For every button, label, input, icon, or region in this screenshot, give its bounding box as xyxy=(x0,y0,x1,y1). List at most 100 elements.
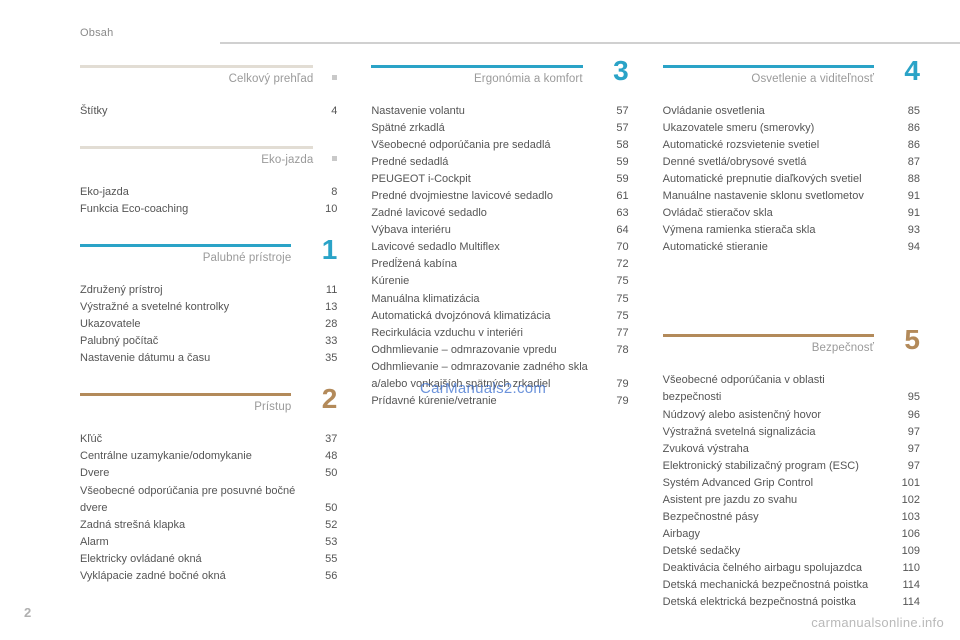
toc-item[interactable]: Detská elektrická bezpečnostná poistka11… xyxy=(663,594,920,611)
toc-item[interactable]: Bezpečnostné pásy103 xyxy=(663,509,920,526)
toc-item[interactable]: Funkcia Eco-coaching10 xyxy=(80,201,337,218)
toc-item[interactable]: Airbagy106 xyxy=(663,526,920,543)
toc-item-page: 59 xyxy=(603,171,629,188)
toc-item[interactable]: Predné sedadlá59 xyxy=(371,154,628,171)
section-items: Všeobecné odporúčania v oblasti bezpečno… xyxy=(663,372,920,611)
toc-item-page: 8 xyxy=(311,184,337,201)
section-number: 2 xyxy=(299,385,337,413)
toc-item[interactable]: PEUGEOT i-Cockpit59 xyxy=(371,171,628,188)
header-rule xyxy=(220,42,960,44)
toc-item[interactable]: Palubný počítač33 xyxy=(80,333,337,350)
toc-item-page: 37 xyxy=(311,431,337,448)
toc-item[interactable]: Vyklápacie zadné bočné okná56 xyxy=(80,568,337,585)
toc-item-label: Spätné zrkadlá xyxy=(371,120,592,137)
toc-item-page: 70 xyxy=(603,239,629,256)
toc-item[interactable]: Kúrenie75 xyxy=(371,273,628,290)
toc-item[interactable]: Kľúč37 xyxy=(80,431,337,448)
section-header: 4Osvetlenie a viditeľnosť xyxy=(663,65,920,93)
toc-item[interactable]: Automatické prepnutie diaľkových svetiel… xyxy=(663,171,920,188)
toc-item[interactable]: Automatická dvojzónová klimatizácia75 xyxy=(371,308,628,325)
toc-item[interactable]: Všeobecné odporúčania v oblasti bezpečno… xyxy=(663,372,920,406)
toc-section: 1Palubné prístroje Združený prístroj11Výs… xyxy=(80,244,337,367)
toc-item[interactable]: Ovládanie osvetlenia85 xyxy=(663,103,920,120)
section-header: 2Prístup xyxy=(80,393,337,421)
toc-item[interactable]: Automatické rozsvietenie svetiel86 xyxy=(663,137,920,154)
toc-item-label: Prídavné kúrenie/vetranie xyxy=(371,393,592,410)
toc-item[interactable]: Ukazovatele28 xyxy=(80,316,337,333)
section-items: Združený prístroj11Výstražné a svetelné … xyxy=(80,282,337,367)
toc-item-label: Elektricky ovládané okná xyxy=(80,551,301,568)
toc-item[interactable]: Všeobecné odporúčania pre posuvné bočné … xyxy=(80,483,337,517)
toc-item-label: Zadná strešná klapka xyxy=(80,517,301,534)
toc-item[interactable]: Výmena ramienka stierača skla93 xyxy=(663,222,920,239)
toc-item[interactable]: Odhmlievanie – odmrazovanie zadného skla… xyxy=(371,359,628,393)
toc-item-label: Detská mechanická bezpečnostná poistka xyxy=(663,577,884,594)
toc-item[interactable]: Eko-jazda8 xyxy=(80,184,337,201)
toc-item-page: 59 xyxy=(603,154,629,171)
toc-item[interactable]: Manuálne nastavenie sklonu svetlometov91 xyxy=(663,188,920,205)
toc-item[interactable]: Asistent pre jazdu zo svahu102 xyxy=(663,492,920,509)
toc-item-page: 56 xyxy=(311,568,337,585)
toc-item-page: 88 xyxy=(894,171,920,188)
toc-item[interactable]: Detské sedačky109 xyxy=(663,543,920,560)
toc-item[interactable]: Všeobecné odporúčania pre sedadlá58 xyxy=(371,137,628,154)
toc-item[interactable]: Nastavenie volantu57 xyxy=(371,103,628,120)
toc-item[interactable]: Predné dvojmiestne lavicové sedadlo61 xyxy=(371,188,628,205)
toc-item[interactable]: Denné svetlá/obrysové svetlá87 xyxy=(663,154,920,171)
toc-item[interactable]: Elektronický stabilizačný program (ESC)9… xyxy=(663,458,920,475)
toc-item-page: 61 xyxy=(603,188,629,205)
section-items: Kľúč37Centrálne uzamykanie/odomykanie48D… xyxy=(80,431,337,584)
toc-item-label: Airbagy xyxy=(663,526,884,543)
toc-item[interactable]: Výbava interiéru64 xyxy=(371,222,628,239)
toc-item[interactable]: Výstražná svetelná signalizácia97 xyxy=(663,424,920,441)
toc-item-label: Deaktivácia čelného airbagu spolujazdca xyxy=(663,560,884,577)
toc-item[interactable]: Automatické stieranie94 xyxy=(663,239,920,256)
toc-item[interactable]: Lavicové sedadlo Multiflex70 xyxy=(371,239,628,256)
toc-item-label: Výbava interiéru xyxy=(371,222,592,239)
toc-item-page: 96 xyxy=(894,407,920,424)
toc-item[interactable]: Združený prístroj11 xyxy=(80,282,337,299)
footer-link: carmanualsonline.info xyxy=(811,615,944,630)
toc-item-page: 55 xyxy=(311,551,337,568)
toc-item-page: 97 xyxy=(894,441,920,458)
toc-item[interactable]: Detská mechanická bezpečnostná poistka11… xyxy=(663,577,920,594)
toc-item[interactable]: Ukazovatele smeru (smerovky)86 xyxy=(663,120,920,137)
toc-item-label: Systém Advanced Grip Control xyxy=(663,475,884,492)
toc-item-page: 97 xyxy=(894,424,920,441)
toc-item[interactable]: Ovládač stieračov skla91 xyxy=(663,205,920,222)
toc-item[interactable]: Dvere50 xyxy=(80,465,337,482)
toc-item[interactable]: Predĺžená kabína72 xyxy=(371,256,628,273)
toc-item[interactable]: Nastavenie dátumu a času35 xyxy=(80,350,337,367)
toc-item-page: 57 xyxy=(603,120,629,137)
toc-item-page: 97 xyxy=(894,458,920,475)
toc-item[interactable]: Systém Advanced Grip Control 101 xyxy=(663,475,920,492)
toc-item[interactable]: Zadná strešná klapka52 xyxy=(80,517,337,534)
section-header: 1Palubné prístroje xyxy=(80,244,337,272)
toc-item[interactable]: Odhmlievanie – odmrazovanie vpredu78 xyxy=(371,342,628,359)
toc-item[interactable]: Prídavné kúrenie/vetranie79 xyxy=(371,393,628,410)
toc-item-label: Automatické rozsvietenie svetiel xyxy=(663,137,884,154)
toc-section: 4Osvetlenie a viditeľnosť Ovládanie osvet… xyxy=(663,65,920,256)
toc-item[interactable]: Alarm53 xyxy=(80,534,337,551)
toc-item[interactable]: Zvuková výstraha97 xyxy=(663,441,920,458)
toc-item-label: Bezpečnostné pásy xyxy=(663,509,884,526)
toc-item[interactable]: Elektricky ovládané okná 55 xyxy=(80,551,337,568)
toc-item[interactable]: Recirkulácia vzduchu v interiéri77 xyxy=(371,325,628,342)
toc-item-page: 53 xyxy=(311,534,337,551)
toc-item-label: Automatické prepnutie diaľkových svetiel xyxy=(663,171,884,188)
toc-item-label: Všeobecné odporúčania pre sedadlá xyxy=(371,137,592,154)
toc-item[interactable]: Spätné zrkadlá 57 xyxy=(371,120,628,137)
toc-item[interactable]: Zadné lavicové sedadlo63 xyxy=(371,205,628,222)
toc-item-label: Výstražné a svetelné kontrolky xyxy=(80,299,301,316)
toc-item-page: 101 xyxy=(894,475,920,492)
toc-item-page: 93 xyxy=(894,222,920,239)
toc-item[interactable]: Núdzový alebo asistenčný hovor96 xyxy=(663,407,920,424)
toc-item[interactable]: Centrálne uzamykanie/odomykanie48 xyxy=(80,448,337,465)
toc-item[interactable]: Výstražné a svetelné kontrolky13 xyxy=(80,299,337,316)
toc-item-label: Nastavenie dátumu a času xyxy=(80,350,301,367)
toc-item[interactable]: Manuálna klimatizácia75 xyxy=(371,291,628,308)
toc-item-page: 33 xyxy=(311,333,337,350)
toc-item[interactable]: Deaktivácia čelného airbagu spolujazdca1… xyxy=(663,560,920,577)
section-bullet-icon xyxy=(332,75,337,80)
toc-item[interactable]: Štítky4 xyxy=(80,103,337,120)
